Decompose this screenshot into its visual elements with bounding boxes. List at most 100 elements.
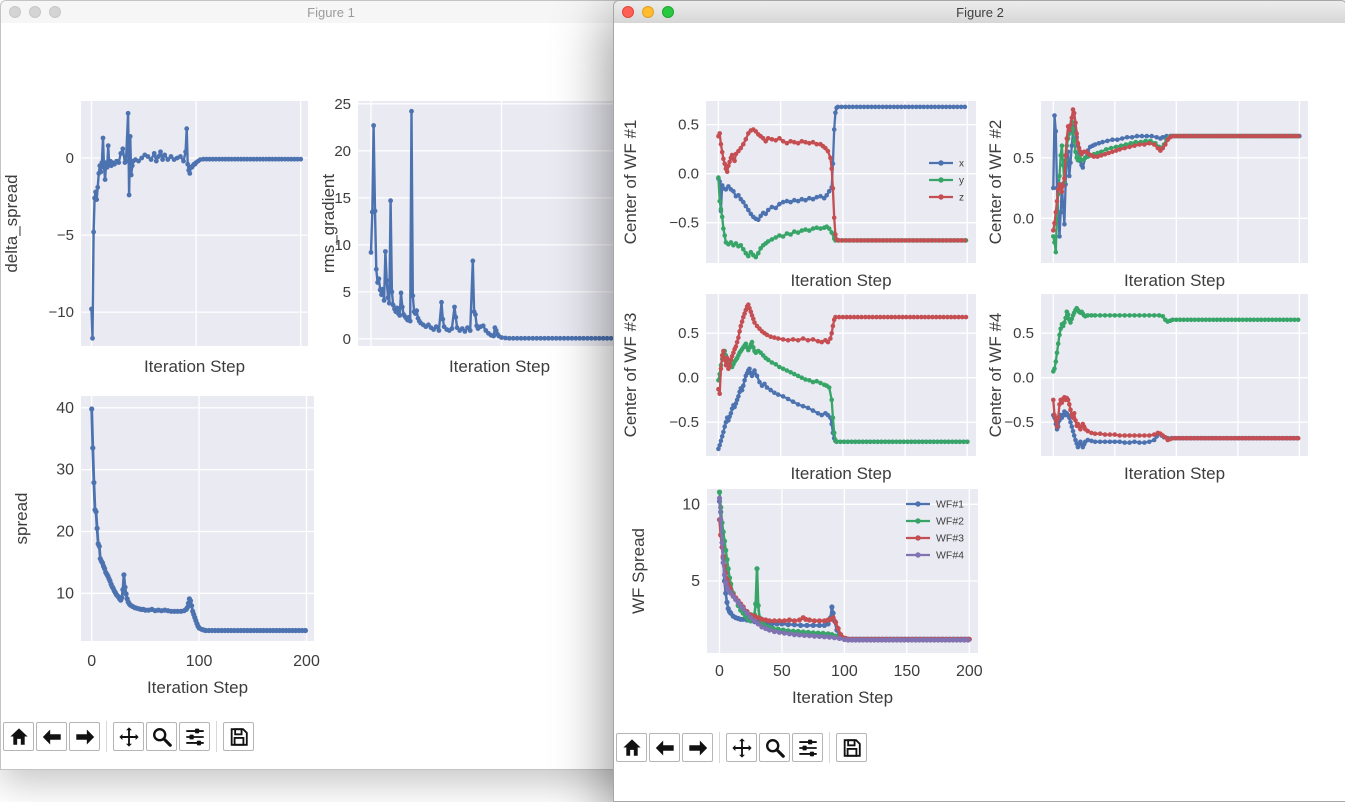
svg-text:Center of WF #2: Center of WF #2	[989, 120, 1005, 245]
svg-text:0.5: 0.5	[1013, 150, 1034, 167]
svg-text:0: 0	[87, 653, 96, 670]
svg-text:y: y	[959, 176, 964, 187]
svg-text:20: 20	[334, 143, 351, 160]
toolbar-separator	[829, 732, 830, 763]
matplotlib-toolbar-figure-2	[616, 732, 867, 763]
forward-button[interactable]	[69, 722, 100, 751]
figure-1-canvas: 0 −5 −10 Iteration Step delta_spread 0 5 10 15 2…	[1, 23, 661, 769]
svg-text:100: 100	[831, 663, 858, 680]
traffic-lights	[622, 6, 674, 18]
svg-text:0.5: 0.5	[678, 117, 699, 134]
pan-button[interactable]	[726, 733, 757, 762]
svg-text:5: 5	[343, 284, 351, 301]
svg-text:50: 50	[773, 663, 791, 680]
svg-text:30: 30	[56, 462, 74, 479]
save-button[interactable]	[836, 733, 867, 762]
configure-subplots-button[interactable]	[179, 722, 210, 751]
minimize-button[interactable]	[642, 6, 654, 18]
svg-text:−10: −10	[49, 304, 74, 321]
svg-text:−5: −5	[57, 227, 74, 244]
svg-text:−0.5: −0.5	[669, 215, 699, 232]
zoom-button[interactable]	[49, 6, 61, 18]
svg-text:Iteration Step: Iteration Step	[790, 464, 891, 483]
titlebar-figure-2[interactable]: Figure 2	[614, 1, 1345, 24]
traffic-lights	[9, 6, 61, 18]
svg-text:100: 100	[186, 653, 213, 670]
window-title: Figure 2	[956, 4, 1004, 20]
svg-text:WF Spread: WF Spread	[629, 528, 648, 614]
svg-text:0.0: 0.0	[1013, 210, 1034, 227]
center-of-wf2-chart: 0.5 0.0 Iteration Step Center of WF #2	[989, 101, 1308, 290]
svg-text:10: 10	[682, 496, 700, 513]
svg-text:delta_spread: delta_spread	[2, 174, 21, 272]
toolbar-separator	[106, 721, 107, 752]
svg-text:Iteration Step: Iteration Step	[147, 678, 248, 697]
wf-spread-chart: 0 50 100 150 200 5 10 Iteration Step WF Spread WF…	[629, 489, 983, 707]
svg-text:Center of WF #1: Center of WF #1	[621, 120, 640, 245]
svg-text:Iteration Step: Iteration Step	[792, 688, 893, 707]
svg-text:z: z	[959, 193, 964, 204]
close-button[interactable]	[9, 6, 21, 18]
svg-text:0.5: 0.5	[1013, 325, 1034, 342]
svg-text:Iteration Step: Iteration Step	[1124, 271, 1225, 290]
svg-text:WF#4: WF#4	[936, 550, 964, 562]
minimize-button[interactable]	[29, 6, 41, 18]
svg-text:Iteration Step: Iteration Step	[449, 357, 550, 376]
window-figure-2: Figure 2 0.5 0.0 −0.5 Iteration Step Center …	[613, 0, 1345, 802]
svg-text:15: 15	[334, 190, 351, 207]
home-button[interactable]	[616, 733, 647, 762]
zoom-rect-button[interactable]	[146, 722, 177, 751]
window-figure-1: Figure 1 0 −5 −10 Iteration Step delta_sprea…	[0, 0, 662, 770]
svg-text:−0.5: −0.5	[1004, 414, 1034, 431]
center-of-wf3-chart: 0.5 0.0 −0.5 Iteration Step Center of WF #3	[621, 294, 976, 483]
spread-chart: 0 100 200 10 20 30 40 Iteration Step spread	[12, 396, 320, 697]
toolbar-separator	[719, 732, 720, 763]
svg-text:0.0: 0.0	[678, 370, 699, 387]
zoom-button[interactable]	[662, 6, 674, 18]
svg-text:200: 200	[956, 663, 983, 680]
home-button[interactable]	[3, 722, 34, 751]
svg-text:0.0: 0.0	[1013, 370, 1034, 387]
svg-text:200: 200	[293, 653, 320, 670]
svg-text:Iteration Step: Iteration Step	[1124, 464, 1225, 483]
titlebar-figure-1[interactable]: Figure 1	[1, 1, 661, 24]
svg-text:WF#2: WF#2	[936, 516, 964, 528]
back-button[interactable]	[36, 722, 67, 751]
svg-text:0: 0	[343, 331, 351, 348]
rms-gradient-chart: 0 5 10 15 20 25 Iteration Step rms_gradient	[321, 96, 641, 376]
svg-text:0.0: 0.0	[678, 166, 699, 183]
zoom-rect-button[interactable]	[759, 733, 790, 762]
svg-text:Iteration Step: Iteration Step	[790, 271, 891, 290]
close-button[interactable]	[622, 6, 634, 18]
svg-text:25: 25	[334, 96, 351, 113]
window-title: Figure 1	[307, 4, 355, 20]
svg-text:WF#3: WF#3	[936, 533, 964, 545]
matplotlib-toolbar-figure-1	[3, 721, 254, 752]
svg-text:10: 10	[334, 237, 351, 254]
svg-text:40: 40	[56, 400, 74, 417]
svg-text:rms_gradient: rms_gradient	[321, 174, 338, 273]
center-of-wf4-chart: 0.5 0.0 −0.5 Iteration Step Center of WF #4	[989, 294, 1308, 483]
svg-text:Iteration Step: Iteration Step	[144, 357, 245, 376]
svg-text:10: 10	[56, 585, 74, 602]
svg-text:0.5: 0.5	[678, 325, 699, 342]
configure-subplots-button[interactable]	[792, 733, 823, 762]
svg-text:x: x	[959, 159, 964, 170]
svg-text:5: 5	[691, 573, 700, 590]
delta-spread-chart: 0 −5 −10 Iteration Step delta_spread	[2, 101, 308, 376]
svg-text:20: 20	[56, 524, 74, 541]
svg-text:−0.5: −0.5	[669, 414, 699, 431]
svg-text:WF#1: WF#1	[936, 499, 964, 511]
svg-text:0: 0	[715, 663, 724, 680]
svg-text:150: 150	[893, 663, 920, 680]
save-button[interactable]	[223, 722, 254, 751]
center-of-wf1-chart: 0.5 0.0 −0.5 Iteration Step Center of WF #1 x…	[621, 101, 976, 290]
pan-button[interactable]	[113, 722, 144, 751]
forward-button[interactable]	[682, 733, 713, 762]
back-button[interactable]	[649, 733, 680, 762]
svg-text:spread: spread	[12, 493, 31, 545]
toolbar-separator	[216, 721, 217, 752]
svg-text:0: 0	[66, 150, 74, 167]
svg-text:Center of WF #3: Center of WF #3	[621, 313, 640, 438]
svg-text:Center of WF #4: Center of WF #4	[989, 313, 1005, 438]
